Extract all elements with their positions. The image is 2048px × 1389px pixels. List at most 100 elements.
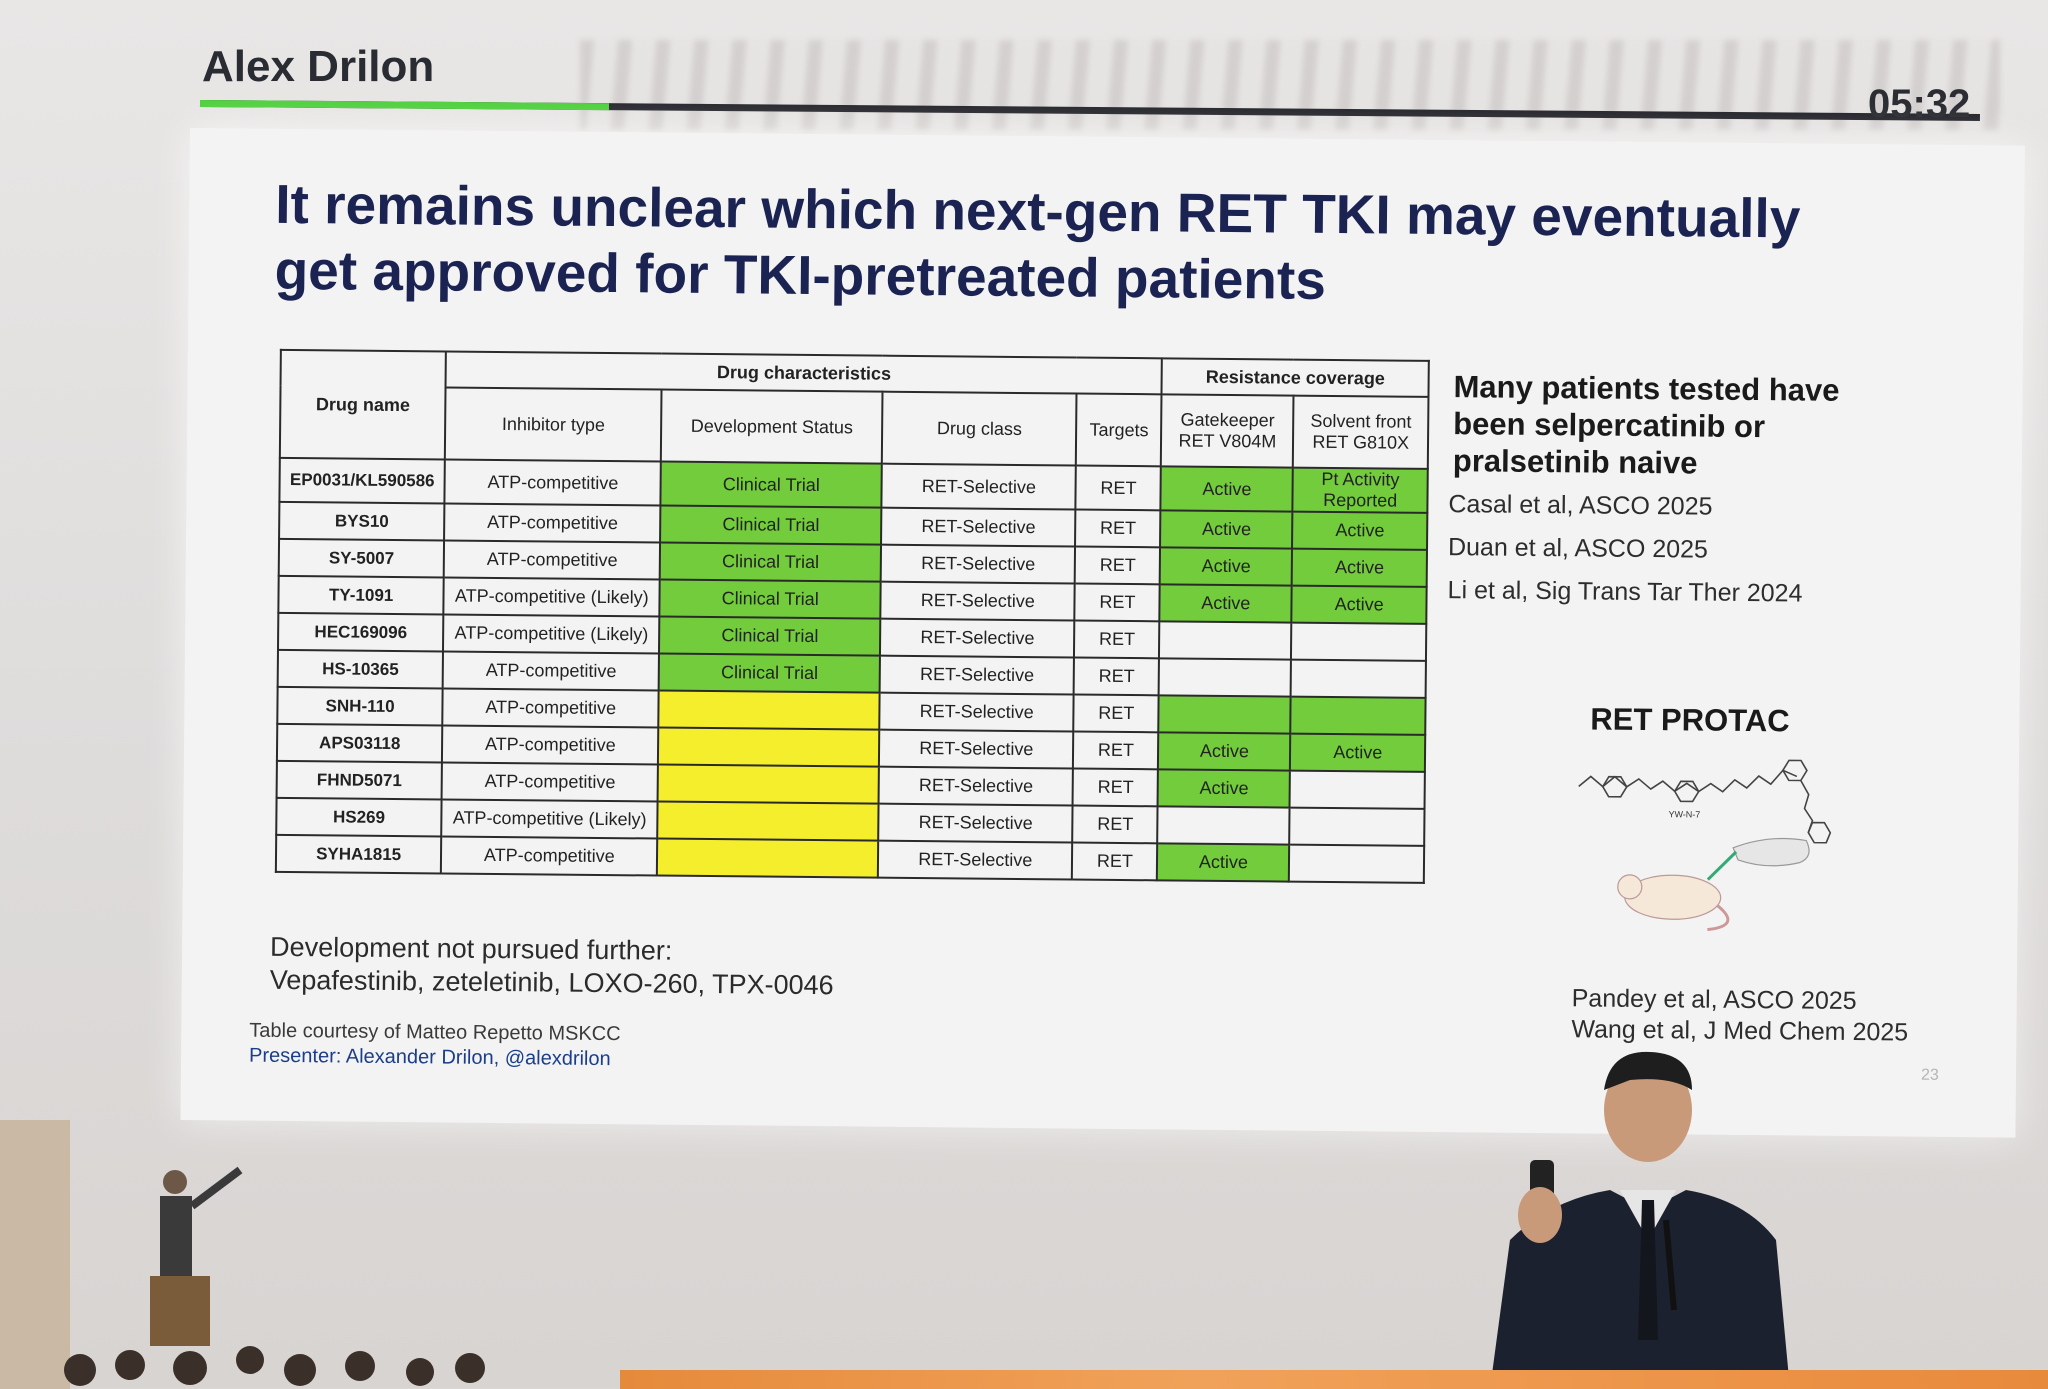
poster-edge <box>0 1120 70 1389</box>
drug-class-cell: RET-Selective <box>880 544 1076 584</box>
header-targets: Targets <box>1076 393 1162 467</box>
gatekeeper-cell: Active <box>1158 732 1291 771</box>
targets-cell: RET <box>1074 583 1161 622</box>
targets-cell: RET <box>1075 509 1161 548</box>
presenter-credit: Presenter: Alexander Drilon, @alexdrilon <box>248 1044 611 1071</box>
drug-name-cell: TY-1091 <box>278 575 444 615</box>
inhibitor-type-cell: ATP-competitive <box>442 725 659 765</box>
header-resistance-coverage: Resistance coverage <box>1161 358 1429 397</box>
solvent-front-cell <box>1290 696 1426 735</box>
header-solvent-front: Solvent front RET G810X <box>1293 395 1429 469</box>
drug-class-cell: RET-Selective <box>881 463 1077 510</box>
targets-cell: RET <box>1074 657 1160 696</box>
solvent-front-cell: Active <box>1290 733 1426 772</box>
targets-cell: RET <box>1074 620 1160 659</box>
gatekeeper-cell <box>1157 806 1290 845</box>
development-status-cell <box>657 764 880 804</box>
gatekeeper-cell <box>1158 658 1292 697</box>
drug-name-cell: HS269 <box>276 797 442 837</box>
drug-class-cell: RET-Selective <box>879 655 1075 695</box>
drug-class-cell: RET-Selective <box>879 729 1074 769</box>
drug-class-cell: RET-Selective <box>878 766 1074 806</box>
audience-silhouettes-icon <box>64 1346 485 1386</box>
gloved-hand-syringe-icon <box>1706 837 1810 881</box>
talk-timer: 05:32 <box>1868 82 1971 126</box>
presenter-name: Alex Drilon <box>202 42 435 91</box>
reference-item: Duan et al, ASCO 2025 <box>1447 533 1709 564</box>
solvent-front-cell: Active <box>1292 511 1428 550</box>
talk-progress-fill <box>199 100 610 111</box>
slide-title: It remains unclear which next-gen RET TK… <box>274 172 1801 311</box>
development-status-cell: Clinical Trial <box>660 542 882 582</box>
targets-cell: RET <box>1075 465 1162 511</box>
gatekeeper-cell: Active <box>1159 584 1293 623</box>
reference-item: Li et al, Sig Trans Tar Ther 2024 <box>1447 576 1803 608</box>
header-gatekeeper: Gatekeeper RET V804M <box>1161 394 1294 468</box>
drug-name-cell: SNH-110 <box>277 686 443 726</box>
solvent-front-cell <box>1289 807 1425 846</box>
targets-cell: RET <box>1072 768 1159 807</box>
header-inhibitor-type: Inhibitor type <box>445 387 662 462</box>
targets-cell: RET <box>1073 694 1159 733</box>
inhibitor-type-cell: ATP-competitive <box>443 540 661 580</box>
inhibitor-type-cell: ATP-competitive <box>442 688 659 728</box>
development-note-heading: Development not pursued further: <box>269 931 673 966</box>
drug-name-cell: HEC169096 <box>277 612 444 652</box>
gatekeeper-cell: Active <box>1157 843 1290 882</box>
drug-name-cell: HS-10365 <box>277 649 444 689</box>
development-status-cell: Clinical Trial <box>660 461 882 508</box>
targets-cell: RET <box>1072 842 1158 881</box>
drug-name-cell: EP0031/KL590586 <box>279 457 446 504</box>
gatekeeper-cell <box>1158 695 1292 734</box>
inhibitor-type-cell: ATP-competitive <box>441 836 658 876</box>
development-status-cell: Clinical Trial <box>659 579 881 619</box>
audience-artwork <box>0 1120 485 1389</box>
targets-cell: RET <box>1075 546 1161 585</box>
stage-edge <box>620 1370 2048 1389</box>
solvent-front-cell: Active <box>1292 548 1428 587</box>
inhibitor-type-cell: ATP-competitive (Likely) <box>443 614 660 654</box>
reference-item: Casal et al, ASCO 2025 <box>1448 490 1713 521</box>
development-status-cell <box>657 801 879 841</box>
side-heading: Many patients tested have been selpercat… <box>1452 369 1840 481</box>
speaker-icon <box>1490 1051 1790 1389</box>
development-status-cell <box>658 690 880 730</box>
drug-name-cell: SYHA1815 <box>275 834 442 874</box>
drug-class-cell: RET-Selective <box>880 581 1076 621</box>
development-status-cell: Clinical Trial <box>658 653 881 693</box>
solvent-front-cell <box>1289 844 1425 883</box>
solvent-front-cell: Pt Activity Reported <box>1292 467 1428 513</box>
development-status-cell: Clinical Trial <box>660 505 882 545</box>
solvent-front-cell: Active <box>1291 585 1427 624</box>
drug-table: Drug name Drug characteristics Resistanc… <box>275 349 1430 884</box>
development-note-drugs: Vepafestinib, zeteletinib, LOXO-260, TPX… <box>269 964 834 1001</box>
development-note: Development not pursued further: Vepafes… <box>270 931 834 1002</box>
development-status-cell: Clinical Trial <box>659 616 881 656</box>
table-credit: Table courtesy of Matteo Repetto MSKCC <box>249 1019 621 1046</box>
drug-class-cell: RET-Selective <box>880 618 1075 658</box>
speaker-photo <box>1490 1051 1790 1389</box>
speaker-statue-icon <box>150 1166 243 1346</box>
compound-label: YW-N-7 <box>1668 809 1700 819</box>
gatekeeper-cell <box>1159 621 1292 660</box>
reference-list: Casal et al, ASCO 2025 Duan et al, ASCO … <box>1447 490 1803 622</box>
drug-name-cell: FHND5071 <box>276 760 443 800</box>
drug-name-cell: BYS10 <box>279 501 445 541</box>
gatekeeper-cell: Active <box>1160 466 1294 512</box>
development-status-cell <box>657 838 879 878</box>
header-drug-class: Drug class <box>881 391 1077 466</box>
protac-references: Pandey et al, ASCO 2025 Wang et al, J Me… <box>1571 983 1908 1048</box>
drug-name-cell: APS03118 <box>276 723 443 763</box>
gatekeeper-cell: Active <box>1160 547 1293 586</box>
drug-class-cell: RET-Selective <box>881 507 1076 547</box>
slide: It remains unclear which next-gen RET TK… <box>180 128 2025 1138</box>
reference-item: Pandey et al, ASCO 2025 <box>1571 984 1857 1016</box>
drug-class-cell: RET-Selective <box>877 840 1073 880</box>
mouse-icon <box>1617 874 1730 932</box>
slide-credits: Table courtesy of Matteo Repetto MSKCC P… <box>249 1019 621 1073</box>
drug-name-cell: SY-5007 <box>278 538 445 578</box>
inhibitor-type-cell: ATP-competitive (Likely) <box>443 577 661 617</box>
solvent-front-cell <box>1289 770 1425 809</box>
inhibitor-type-cell: ATP-competitive <box>444 503 661 543</box>
solvent-front-cell <box>1291 622 1427 661</box>
